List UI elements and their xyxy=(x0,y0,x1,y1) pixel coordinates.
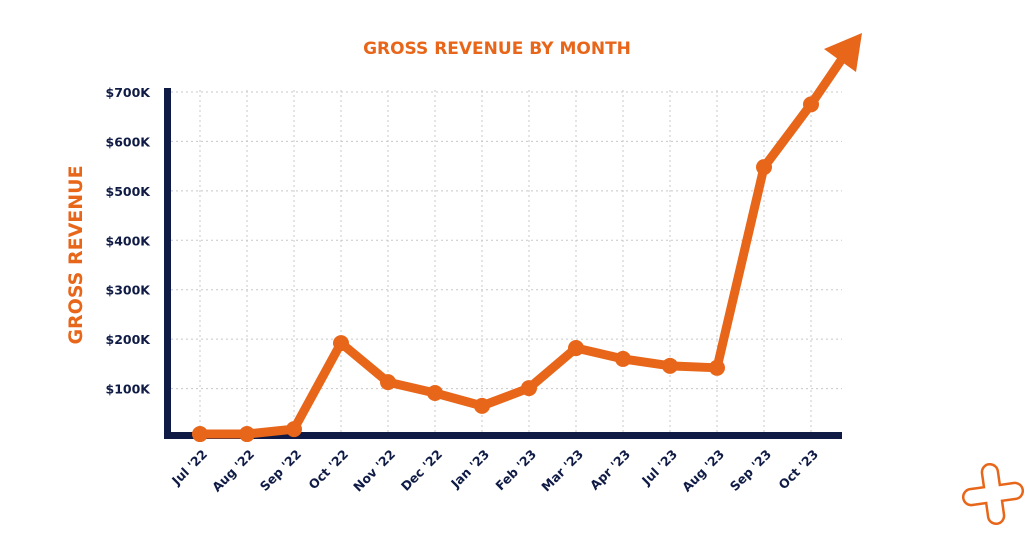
y-axis-line xyxy=(164,88,171,438)
x-tick-label: Sep '22 xyxy=(257,447,304,494)
x-tick-label: Jan '23 xyxy=(447,447,492,492)
data-point xyxy=(709,359,725,376)
y-tick-label: $500K xyxy=(106,184,152,199)
data-point xyxy=(662,357,678,374)
trend-arrow-head xyxy=(824,33,862,72)
x-tick-label: Nov '22 xyxy=(350,447,398,495)
x-tick-label: Mar '23 xyxy=(538,447,586,495)
chart-title: GROSS REVENUE BY MONTH xyxy=(363,39,631,59)
x-tick-label: Jul '22 xyxy=(168,447,210,489)
data-point xyxy=(615,350,631,367)
x-tick-label: Aug '22 xyxy=(209,447,257,495)
data-point xyxy=(333,335,349,352)
y-tick-label: $600K xyxy=(106,134,152,149)
y-axis-label: GROSS REVENUE xyxy=(65,165,87,344)
y-tick-label: $700K xyxy=(106,85,152,100)
trend-arrow-shaft xyxy=(806,48,851,109)
x-tick-label: Oct '23 xyxy=(775,447,821,493)
data-point xyxy=(380,374,396,391)
data-point xyxy=(568,340,584,357)
plus-logo-icon xyxy=(961,462,1024,526)
x-tick-label: Dec '22 xyxy=(398,447,445,494)
y-tick-label: $100K xyxy=(106,382,152,397)
data-point xyxy=(192,426,208,443)
x-axis-line xyxy=(164,432,842,439)
x-tick-label: Aug '23 xyxy=(679,447,727,495)
x-tick-label: Jul '23 xyxy=(638,447,680,489)
y-tick-label: $200K xyxy=(106,332,152,347)
data-point xyxy=(756,159,772,176)
y-tick-label: $300K xyxy=(106,283,152,298)
x-tick-label: Sep '23 xyxy=(727,447,774,494)
data-point xyxy=(803,96,819,113)
data-point xyxy=(521,380,537,397)
x-tick-label: Apr '23 xyxy=(587,447,633,493)
series-line xyxy=(195,99,816,439)
grid xyxy=(171,90,842,432)
y-tick-label: $400K xyxy=(106,233,152,248)
data-point xyxy=(286,421,302,438)
data-point xyxy=(427,385,443,402)
data-point xyxy=(474,397,490,414)
x-tick-label: Feb '23 xyxy=(492,447,539,494)
y-ticks: $100K $200K $300K $400K $500K $600K $700K xyxy=(106,85,152,397)
x-tick-label: Oct '22 xyxy=(305,447,351,493)
data-point xyxy=(239,426,255,443)
series xyxy=(192,33,862,443)
